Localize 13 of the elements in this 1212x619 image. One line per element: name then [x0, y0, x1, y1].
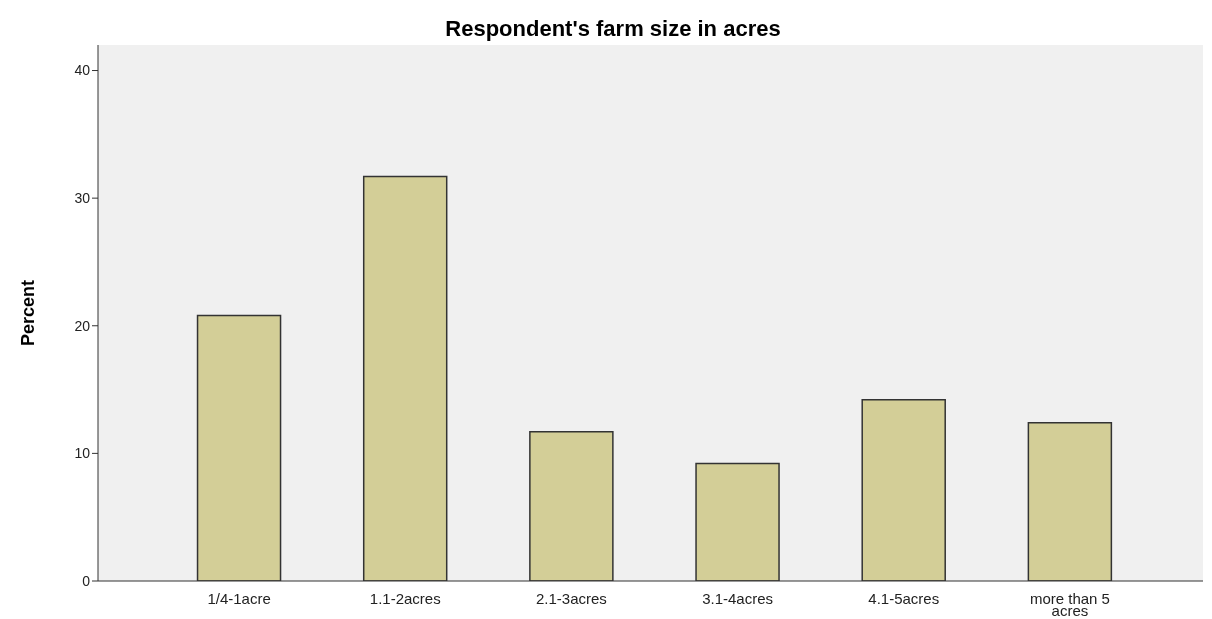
chart-title: Respondent's farm size in acres — [444, 16, 782, 42]
y-tick-label: 20 — [74, 317, 91, 334]
x-tick-label: more than 5 acres — [1029, 589, 1110, 619]
x-tick-label: 1/4-1acre — [207, 589, 271, 607]
y-axis-title: Percent — [18, 279, 39, 347]
x-tick-label: 1.1-2acres — [369, 589, 441, 607]
y-tick-label: 10 — [74, 445, 91, 462]
y-tick-label: 30 — [74, 190, 91, 207]
y-tick-label: 0 — [82, 572, 91, 589]
y-tick-label: 40 — [74, 62, 91, 79]
x-tick-label: 2.1-3acres — [535, 589, 607, 607]
x-tick-label: 4.1-5acres — [868, 589, 940, 607]
x-tick-label: 3.1-4acres — [702, 589, 774, 607]
